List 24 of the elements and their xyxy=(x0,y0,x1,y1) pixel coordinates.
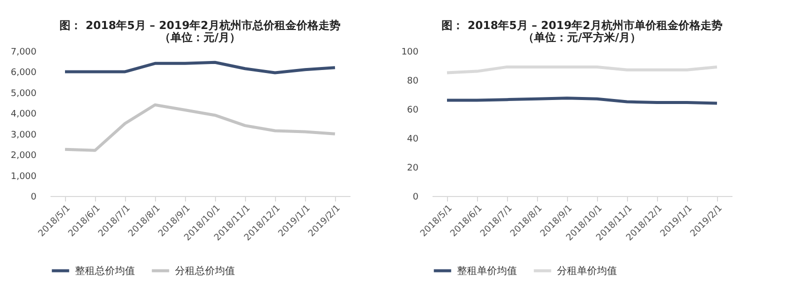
y-tick-label: 20 xyxy=(407,164,419,174)
chart-title: 图： 2018年5月 – 2019年2月杭州市单价租金价格走势 xyxy=(442,19,722,32)
y-tick-label: 3,000 xyxy=(10,130,37,140)
chart-title: 图： 2018年5月 – 2019年2月杭州市总价租金价格走势 xyxy=(60,19,340,32)
y-tick-label: 4,000 xyxy=(10,110,37,120)
legend-label: 分租单价均值 xyxy=(557,264,617,277)
legend-label: 整租总价均值 xyxy=(75,264,135,277)
y-tick-label: 60 xyxy=(407,106,419,116)
legend-label: 分租总价均值 xyxy=(175,264,235,277)
y-tick-label: 0 xyxy=(412,192,419,202)
y-tick-label: 7,000 xyxy=(10,48,37,58)
chart-subtitle: （单位：元/月） xyxy=(159,31,241,44)
y-tick-label: 0 xyxy=(30,192,37,202)
legend-label: 整租单价均值 xyxy=(457,264,517,277)
y-tick-label: 1,000 xyxy=(10,172,37,182)
y-tick-label: 40 xyxy=(407,134,419,144)
y-tick-label: 5,000 xyxy=(10,88,37,99)
chart-subtitle: （单位：元/平方米/月） xyxy=(522,31,642,44)
y-tick-label: 6,000 xyxy=(10,68,37,78)
y-tick-label: 100 xyxy=(401,48,419,58)
y-tick-label: 80 xyxy=(407,76,419,86)
line-series xyxy=(64,103,336,152)
line-series xyxy=(64,60,336,74)
y-tick-label: 2,000 xyxy=(10,151,37,162)
